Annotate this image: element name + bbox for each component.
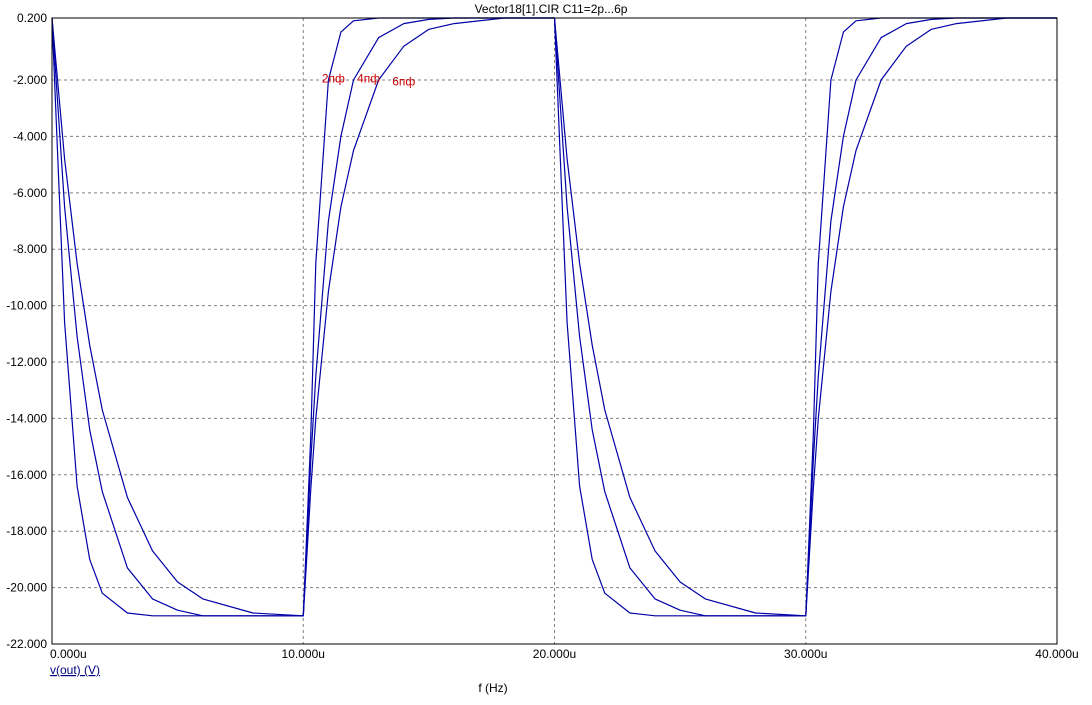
- grid: [52, 18, 1057, 644]
- y-tick-label: -12.000: [6, 355, 47, 369]
- y-tick-labels: 0.200 -2.000 -4.000 -6.000 -8.000 -10.000 -12.…: [6, 11, 47, 651]
- x-tick-label: 0.000u: [50, 647, 87, 661]
- x-tick-label: 10.000u: [282, 647, 325, 661]
- y-tick-label: -4.000: [13, 129, 47, 143]
- y-tick-label: 0.200: [17, 11, 47, 25]
- annotation-label: 2пф: [322, 72, 345, 86]
- annotation-label: 6пф: [392, 74, 415, 88]
- x-axis-label: f (Hz): [478, 681, 507, 695]
- y-tick-label: -6.000: [13, 186, 47, 200]
- chart-title: Vector18[1].CIR C11=2p...6p: [475, 2, 628, 16]
- y-tick-label: -8.000: [13, 242, 47, 256]
- y-tick-label: -18.000: [6, 524, 47, 538]
- x-tick-label: 40.000u: [1035, 647, 1078, 661]
- annotations: 2пф 4пф 6пф: [322, 72, 416, 89]
- y-tick-label: -10.000: [6, 299, 47, 313]
- y-tick-label: -20.000: [6, 581, 47, 595]
- plot-frame: [51, 17, 1058, 645]
- x-tick-label: 20.000u: [533, 647, 576, 661]
- x-tick-label: 30.000u: [784, 647, 827, 661]
- y-tick-label: -2.000: [13, 73, 47, 87]
- x-tick-labels: 0.000u 10.000u 20.000u 30.000u 40.000u: [50, 647, 1079, 661]
- annotation-label: 4пф: [357, 72, 380, 86]
- y-axis-label[interactable]: v(out) (V): [50, 663, 100, 677]
- y-tick-label: -16.000: [6, 468, 47, 482]
- y-tick-label: -14.000: [6, 411, 47, 425]
- y-tick-label: -22.000: [6, 637, 47, 651]
